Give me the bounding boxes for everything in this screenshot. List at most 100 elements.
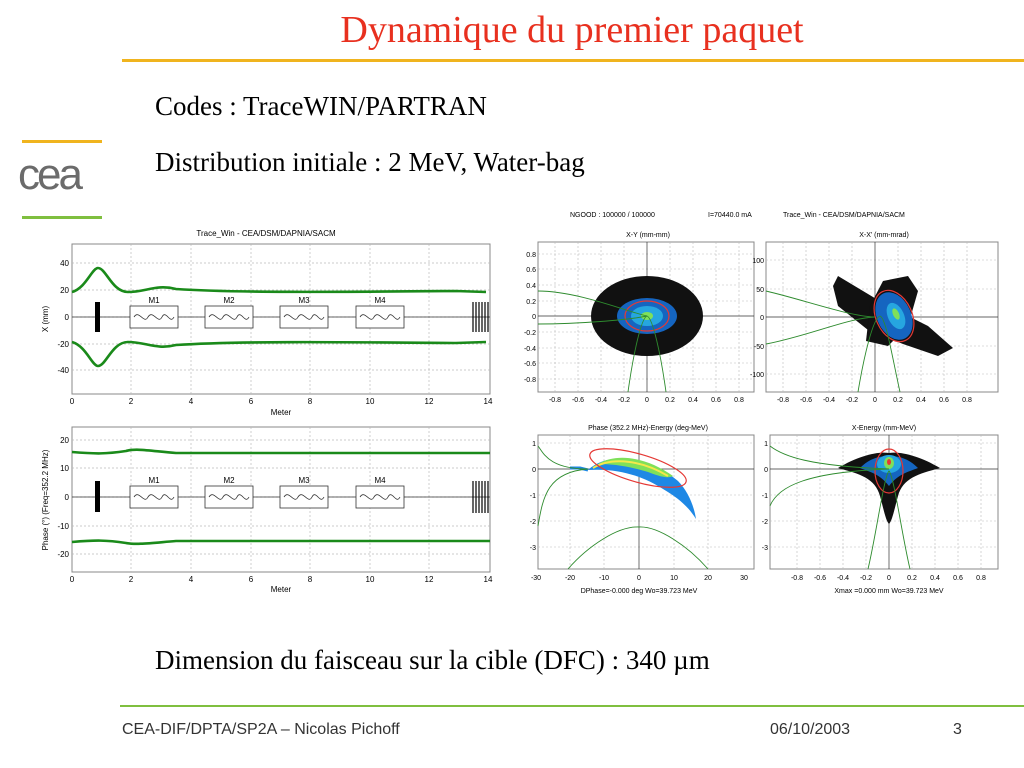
title-underline <box>122 59 1024 62</box>
x-tick: 30 <box>740 575 748 582</box>
logo-bar-top <box>22 140 102 143</box>
x-axis-label: Meter <box>271 585 292 594</box>
y-tick: -3 <box>530 545 536 552</box>
x-tick: 0.4 <box>916 397 926 404</box>
y-tick: -10 <box>57 522 69 531</box>
panel-title: X-X' (mm-mrad) <box>859 232 909 239</box>
x-tick: -0.4 <box>837 575 849 582</box>
y-axis-label: Phase (°) (Freq=352.2 MHz) <box>41 449 50 550</box>
x-tick: -0.8 <box>777 397 789 404</box>
page-number: 3 <box>953 721 962 738</box>
x-tick: 2 <box>129 397 134 406</box>
footer-divider <box>120 705 1024 707</box>
x-tick: -0.4 <box>823 397 835 404</box>
y-tick: -50 <box>754 344 764 351</box>
y-tick: -0.8 <box>524 377 536 384</box>
x-tick: 0.6 <box>711 397 721 404</box>
cavity-label: M3 <box>298 476 310 485</box>
x-tick: 0 <box>637 575 641 582</box>
x-tick: 0.6 <box>939 397 949 404</box>
x-tick: 6 <box>249 397 254 406</box>
y-tick: 20 <box>60 286 69 295</box>
y-tick: -20 <box>57 550 69 559</box>
y-tick: 0.8 <box>526 252 536 259</box>
x-tick: 8 <box>308 575 313 584</box>
x-tick: -0.6 <box>814 575 826 582</box>
y-tick: 0.2 <box>526 299 536 306</box>
codes-line: Codes : TraceWIN/PARTRAN <box>155 91 487 121</box>
y-tick: -100 <box>750 372 764 379</box>
x-tick: 0.2 <box>907 575 917 582</box>
panel-title: Phase (352.2 MHz)-Energy (deg-MeV) <box>588 425 708 432</box>
y-tick: 100 <box>752 258 764 265</box>
y-tick: 0 <box>65 493 70 502</box>
x-tick: 0.2 <box>665 397 675 404</box>
y-axis-label: X (mm) <box>41 306 50 333</box>
x-axis-label: Meter <box>271 408 292 417</box>
x-tick: 20 <box>704 575 712 582</box>
x-tick: 0.8 <box>734 397 744 404</box>
phase-energy-panel: Phase (352.2 MHz)-Energy (deg-MeV) 1 0 -… <box>530 425 755 595</box>
footer-author: CEA-DIF/DPTA/SP2A – Nicolas Pichoff <box>122 721 400 738</box>
y-tick: 0 <box>532 467 536 474</box>
x-tick: 0.8 <box>976 575 986 582</box>
x-tick: 6 <box>249 575 254 584</box>
y-tick: -2 <box>762 519 768 526</box>
x-tick: 0.2 <box>893 397 903 404</box>
y-tick: 40 <box>60 259 69 268</box>
x-tick: 0 <box>873 397 877 404</box>
y-tick: 0 <box>764 467 768 474</box>
envelope-bottom-panel: M1 M2 M3 M4 20 10 0 -10 -20 Phase (°) (F… <box>41 426 493 594</box>
y-tick: 1 <box>764 441 768 448</box>
cavity-label: M2 <box>223 296 235 305</box>
distribution-line: Distribution initiale : 2 MeV, Water-bag <box>155 147 585 177</box>
y-tick: -1 <box>530 493 536 500</box>
x-tick: 0 <box>70 397 75 406</box>
y-tick: 0.6 <box>526 267 536 274</box>
x-tick: -0.6 <box>572 397 584 404</box>
y-tick: -2 <box>530 519 536 526</box>
footer-date: 06/10/2003 <box>770 721 851 738</box>
x-tick: 4 <box>189 575 194 584</box>
x-tick: 0.4 <box>688 397 698 404</box>
x-tick: 0 <box>645 397 649 404</box>
y-tick: -1 <box>762 493 768 500</box>
x-tick: 0 <box>70 575 75 584</box>
x-tick: -10 <box>599 575 609 582</box>
envelope-header: Trace_Win - CEA/DSM/DAPNIA/SACM <box>196 229 336 238</box>
y-tick: -0.2 <box>524 330 536 337</box>
x-tick: -0.6 <box>800 397 812 404</box>
x-tick: -0.2 <box>618 397 630 404</box>
cavity-label: M3 <box>298 296 310 305</box>
x-tick: 14 <box>484 397 493 406</box>
x-tick: 12 <box>425 397 434 406</box>
y-tick: -3 <box>762 545 768 552</box>
beam-size-line: Dimension du faisceau sur la cible (DFC)… <box>155 645 710 675</box>
cavity-label: M4 <box>374 296 386 305</box>
x-tick: 0 <box>887 575 891 582</box>
y-tick: -0.4 <box>524 346 536 353</box>
y-tick: -40 <box>57 366 69 375</box>
y-tick: 0 <box>65 313 70 322</box>
y-tick: -0.6 <box>524 361 536 368</box>
x-tick: 2 <box>129 575 134 584</box>
x-tick: 12 <box>425 575 434 584</box>
panel-title: X-Energy (mm-MeV) <box>852 425 916 432</box>
x-tick: -0.2 <box>846 397 858 404</box>
envelope-plots: Trace_Win - CEA/DSM/DAPNIA/SACM <box>36 222 496 594</box>
x-tick: 0.6 <box>953 575 963 582</box>
x-energy-panel: X-Energy (mm-MeV) 1 0 -1 -2 -3 -0.8 -0.6 <box>762 425 999 595</box>
xxp-panel: X-X' (mm-mrad) 100 50 0 -50 -100 -0.8 -0… <box>750 232 999 404</box>
x-tick: -0.8 <box>549 397 561 404</box>
ngood-text: NGOOD : 100000 / 100000 <box>570 212 655 219</box>
panel-title: X-Y (mm-mm) <box>626 232 670 239</box>
y-tick: 0 <box>532 314 536 321</box>
cavity-label: M1 <box>148 476 160 485</box>
phase-space-plots: NGOOD : 100000 / 100000 I=70440.0 mA Tra… <box>508 206 1008 598</box>
phase-space-header: Trace_Win - CEA/DSM/DAPNIA/SACM <box>783 212 905 219</box>
x-tick: -0.4 <box>595 397 607 404</box>
x-tick: 8 <box>308 397 313 406</box>
x-tick: 4 <box>189 397 194 406</box>
xy-panel: X-Y (mm-mm) 0.8 0.6 0.4 0.2 0 -0.2 -0.4 … <box>524 232 755 404</box>
y-tick: 10 <box>60 464 69 473</box>
